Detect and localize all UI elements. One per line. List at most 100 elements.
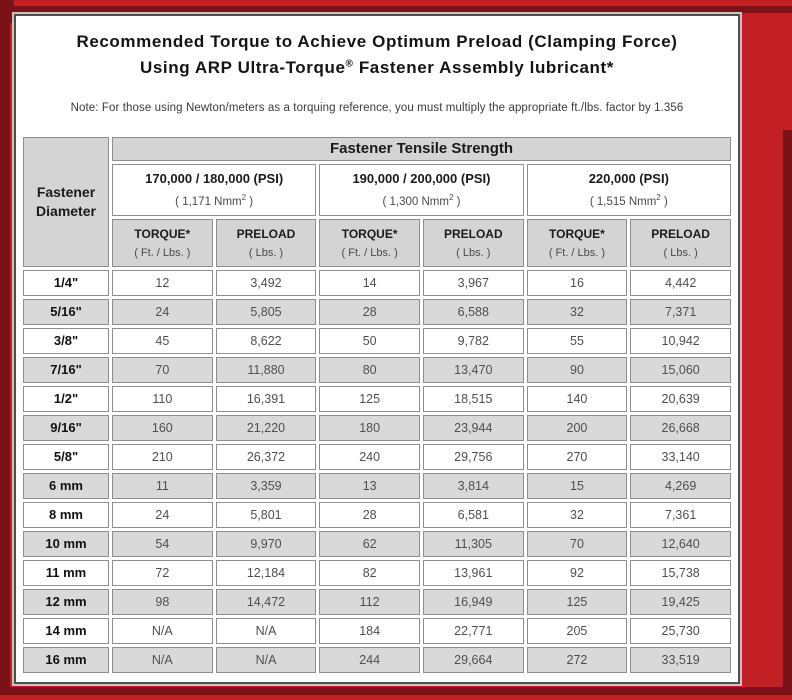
value-cell: 125 [319,385,420,412]
table-row: 5/16" 24 5,805 28 6,588 32 7,371 [23,298,731,325]
nmm-subtext: ( 1,171 Nmm2 ) [175,193,254,209]
table-row: 6 mm 11 3,359 13 3,814 15 4,269 [23,472,731,499]
column-header-unit: ( Lbs. ) [248,246,284,259]
value-cell: 45 [112,327,213,354]
value-cell: 32 [526,298,628,325]
value-cell: 28 [319,501,420,528]
value-cell: 13,470 [422,356,524,383]
frame-shadow-bottom [0,687,792,695]
value-cell: 33,140 [630,443,731,470]
value-cell: 184 [319,617,420,644]
value-cell: 11 [112,472,213,499]
value-cell: 15 [526,472,628,499]
value-cell: 92 [526,559,628,586]
column-header-unit: ( Ft. / Lbs. ) [134,246,191,259]
content-panel: Recommended Torque to Achieve Optimum Pr… [12,12,742,686]
value-cell: 16,391 [215,385,317,412]
table-row: 5/8" 210 26,372 240 29,756 270 33,140 [23,443,731,470]
value-cell: 70 [526,530,628,557]
value-cell: 29,664 [422,646,524,673]
column-header-label: TORQUE* [134,226,191,241]
column-header-unit: ( Ft. / Lbs. ) [548,246,606,259]
value-cell: 90 [526,356,628,383]
table-row: 8 mm 24 5,801 28 6,581 32 7,361 [23,501,731,528]
psi-group-header-170-180: 170,000 / 180,000 (PSI) ( 1,171 Nmm2 ) [112,163,317,216]
frame-shadow-left [0,0,10,695]
value-cell: 270 [526,443,628,470]
value-cell: 15,060 [630,356,731,383]
value-cell: 205 [526,617,628,644]
value-cell: 20,639 [630,385,731,412]
preload-column-header: PRELOAD ( Lbs. ) [422,218,524,267]
title-line-1: Recommended Torque to Achieve Optimum Pr… [76,32,678,51]
value-cell: 13 [319,472,420,499]
column-header-unit: ( Lbs. ) [456,246,491,259]
diameter-cell: 6 mm [23,472,109,499]
value-cell: 12,640 [630,530,731,557]
preload-column-header: PRELOAD ( Lbs. ) [630,218,731,267]
value-cell: 24 [112,298,213,325]
value-cell: 3,492 [215,269,317,296]
value-cell: 8,622 [215,327,317,354]
value-cell: 6,588 [422,298,524,325]
value-cell: 5,805 [215,298,317,325]
frame-shadow-top [0,6,792,13]
table-row: 12 mm 98 14,472 112 16,949 125 19,425 [23,588,731,615]
value-cell: 7,361 [630,501,731,528]
value-cell: 19,425 [630,588,731,615]
table-row: 9/16" 160 21,220 180 23,944 200 26,668 [23,414,731,441]
value-cell: 15,738 [630,559,731,586]
value-cell: 6,581 [422,501,524,528]
diameter-cell: 7/16" [23,356,109,383]
value-cell: 55 [526,327,628,354]
torque-table: Fastener Diameter Fastener Tensile Stren… [20,134,734,676]
value-cell: 82 [319,559,420,586]
value-cell: 112 [319,588,420,615]
tensile-strength-header: Fastener Tensile Strength [112,136,731,161]
value-cell: 26,372 [215,443,317,470]
value-cell: 14,472 [215,588,317,615]
value-cell: 4,269 [630,472,731,499]
corner-header-fastener-diameter: Fastener Diameter [23,136,109,267]
diameter-cell: 10 mm [23,530,109,557]
table-row: 11 mm 72 12,184 82 13,961 92 15,738 [23,559,731,586]
value-cell: 16,949 [422,588,524,615]
value-cell: 16 [526,269,628,296]
column-header-unit: ( Lbs. ) [663,246,698,259]
value-cell: 160 [112,414,213,441]
psi-label: 220,000 (PSI) [588,171,669,187]
nmm-subtext: ( 1,300 Nmm2 ) [382,193,461,209]
nmm-subtext: ( 1,515 Nmm2 ) [589,193,668,209]
value-cell: 200 [526,414,628,441]
diameter-cell: 11 mm [23,559,109,586]
table-row: 14 mm N/A N/A 184 22,771 205 25,730 [23,617,731,644]
value-cell: 98 [112,588,213,615]
value-cell: 21,220 [215,414,317,441]
value-cell: 29,756 [422,443,524,470]
value-cell: 32 [526,501,628,528]
value-cell: 3,359 [215,472,317,499]
value-cell: 50 [319,327,420,354]
value-cell: 24 [112,501,213,528]
value-cell: N/A [112,617,213,644]
corner-header-line-2: Diameter [36,202,96,219]
value-cell: N/A [215,617,317,644]
torque-column-header: TORQUE* ( Ft. / Lbs. ) [526,218,628,267]
diameter-cell: 1/2" [23,385,109,412]
value-cell: N/A [215,646,317,673]
table-header: Fastener Diameter Fastener Tensile Stren… [23,136,731,267]
frame-shadow-right [783,130,792,688]
value-cell: 180 [319,414,420,441]
value-cell: 25,730 [630,617,731,644]
corner-header-line-1: Fastener [36,183,96,200]
torque-column-header: TORQUE* ( Ft. / Lbs. ) [112,218,213,267]
value-cell: 11,880 [215,356,317,383]
psi-label: 190,000 / 200,000 (PSI) [352,171,491,187]
value-cell: 80 [319,356,420,383]
column-header-label: PRELOAD [443,226,503,241]
value-cell: 70 [112,356,213,383]
diameter-cell: 14 mm [23,617,109,644]
value-cell: 7,371 [630,298,731,325]
diameter-cell: 12 mm [23,588,109,615]
